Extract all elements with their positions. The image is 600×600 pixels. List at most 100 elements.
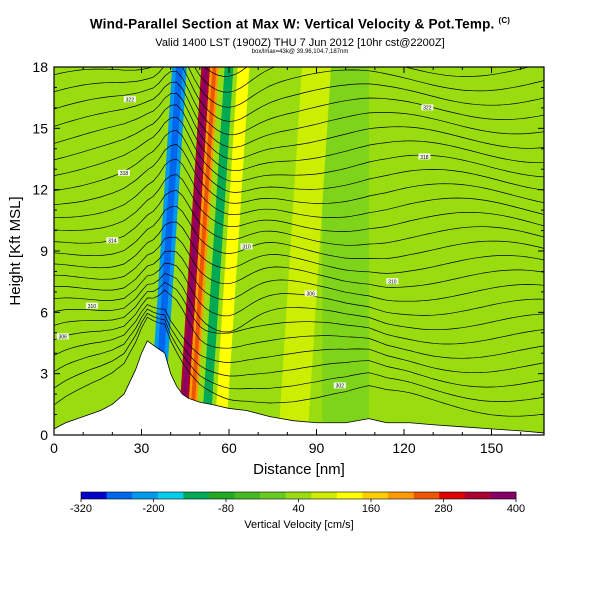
pot-temp-contour bbox=[54, 308, 544, 388]
contour-label-group: 314 bbox=[106, 237, 119, 245]
contour-label-group: 322 bbox=[421, 104, 434, 112]
colorbar-segment bbox=[208, 492, 235, 499]
contour-label-bg bbox=[123, 96, 136, 103]
contour-label-bg bbox=[240, 243, 253, 250]
velocity-patches bbox=[54, 67, 544, 435]
pot-temp-contour bbox=[54, 221, 544, 274]
y-tick-label: 3 bbox=[40, 366, 48, 382]
velocity-feature bbox=[214, 67, 250, 435]
contour-label-group: 310 bbox=[240, 243, 253, 251]
velocity-band bbox=[322, 67, 369, 435]
colorbar-segment bbox=[388, 492, 414, 499]
colorbar-segment bbox=[106, 492, 133, 499]
velocity-band bbox=[462, 67, 544, 435]
colorbar-tick-label: -320 bbox=[70, 503, 92, 515]
pot-temp-contour bbox=[54, 250, 544, 302]
pot-temp-contour bbox=[54, 281, 544, 345]
colorbar-segment bbox=[183, 492, 210, 499]
pot-temp-contours bbox=[54, 67, 544, 417]
contour-label: 322 bbox=[126, 98, 135, 104]
contour-label-group: 302 bbox=[333, 382, 346, 390]
pot-temp-contour bbox=[54, 316, 544, 417]
colorbar-segment bbox=[81, 492, 107, 499]
contour-label-bg bbox=[85, 302, 98, 309]
pot-temp-contour bbox=[54, 67, 544, 122]
chart-subtitle-location: box/lmax=43k@ 39.96,104.7,187nm bbox=[251, 49, 349, 55]
y-tick-label: 18 bbox=[32, 59, 48, 75]
pot-temp-contour bbox=[54, 104, 544, 172]
pot-temp-contour bbox=[54, 304, 544, 374]
contour-label-group: 310 bbox=[85, 302, 98, 310]
axes: 0 30 60 90 120 150 0 3 6 9 12 15 18 bbox=[32, 59, 544, 456]
copyright-mark: (C) bbox=[498, 16, 511, 25]
contour-label-bg bbox=[421, 104, 434, 111]
contour-label-bg bbox=[118, 169, 130, 176]
y-axis-label: Height [Kft MSL] bbox=[7, 196, 24, 305]
x-tick-label: 90 bbox=[309, 440, 325, 456]
colorbar-segment bbox=[413, 492, 440, 499]
pot-temp-contour bbox=[54, 312, 544, 402]
x-axis-label: Distance [nm] bbox=[253, 461, 345, 478]
contour-label: 306 bbox=[306, 292, 315, 298]
contour-label: 322 bbox=[423, 106, 432, 112]
velocity-feature bbox=[278, 67, 332, 435]
colorbar-segment bbox=[362, 492, 389, 499]
colorbar-label: Vertical Velocity [cm/s] bbox=[244, 519, 353, 531]
chart-subtitle-valid-time: Valid 1400 LST (1900Z) THU 7 Jun 2012 [1… bbox=[155, 37, 445, 49]
colorbar-segment bbox=[234, 492, 261, 499]
contour-label-group: 318 bbox=[418, 153, 431, 161]
colorbar: -320 -200 -80 40 160 280 400 bbox=[70, 491, 525, 515]
contour-label-bg bbox=[333, 382, 346, 389]
colorbar-segment bbox=[132, 492, 159, 499]
velocity-feature-core bbox=[189, 67, 217, 435]
contour-label: 310 bbox=[242, 245, 251, 251]
colorbar-segment bbox=[285, 492, 312, 499]
pot-temp-contour bbox=[54, 272, 544, 333]
pot-temp-contour bbox=[54, 205, 544, 260]
pot-temp-contour bbox=[54, 158, 544, 219]
contour-label-bg bbox=[106, 237, 119, 244]
contour-label-bg bbox=[386, 278, 399, 285]
contour-label-group: 322 bbox=[123, 96, 136, 104]
colorbar-segment bbox=[336, 492, 363, 499]
colorbar-tick-label: 280 bbox=[434, 503, 452, 515]
pot-temp-contour bbox=[54, 81, 544, 148]
pot-temp-contour bbox=[194, 67, 531, 93]
contour-label: 306 bbox=[59, 335, 68, 341]
contour-label-group: 318 bbox=[118, 169, 130, 177]
y-tick-label: 0 bbox=[40, 427, 48, 443]
contour-label: 310 bbox=[88, 304, 97, 310]
colorbar-segment bbox=[157, 492, 184, 499]
x-tick-label: 0 bbox=[50, 440, 58, 456]
y-tick-label: 15 bbox=[32, 120, 48, 136]
chart-title: Wind-Parallel Section at Max W: Vertical… bbox=[0, 16, 600, 32]
y-tick-label: 12 bbox=[32, 182, 48, 198]
pot-temp-contour bbox=[54, 116, 544, 183]
contour-label-group: 310 bbox=[386, 278, 399, 285]
x-tick-label: 30 bbox=[134, 440, 150, 456]
colorbar-segment bbox=[490, 492, 517, 499]
velocity-band bbox=[77, 67, 113, 435]
contour-label: 302 bbox=[336, 384, 345, 390]
x-tick-label: 60 bbox=[221, 440, 237, 456]
pot-temp-contour bbox=[54, 262, 544, 317]
pot-temp-contour bbox=[54, 189, 544, 246]
y-tick-label: 6 bbox=[40, 304, 48, 320]
colorbar-segment bbox=[260, 492, 287, 499]
x-tick-label: 150 bbox=[480, 440, 504, 456]
contour-label-bg bbox=[56, 333, 69, 340]
contour-label-group: 306 bbox=[304, 290, 317, 298]
colorbar-segment bbox=[439, 492, 466, 499]
colorbar-segment bbox=[311, 492, 338, 499]
contour-label: 314 bbox=[108, 239, 117, 245]
contour-label: 310 bbox=[388, 279, 397, 285]
colorbar-tick-label: 160 bbox=[362, 503, 380, 515]
contour-labels: 306 310 314 318 322 310 306 310 318 322 302 bbox=[56, 96, 434, 390]
velocity-band bbox=[404, 67, 463, 435]
colorbar-segment bbox=[464, 492, 491, 499]
colorbar-tick-label: 40 bbox=[292, 503, 304, 515]
pot-temp-contour bbox=[54, 174, 544, 232]
pot-temp-contour bbox=[54, 70, 544, 136]
pot-temp-contour bbox=[54, 130, 544, 193]
